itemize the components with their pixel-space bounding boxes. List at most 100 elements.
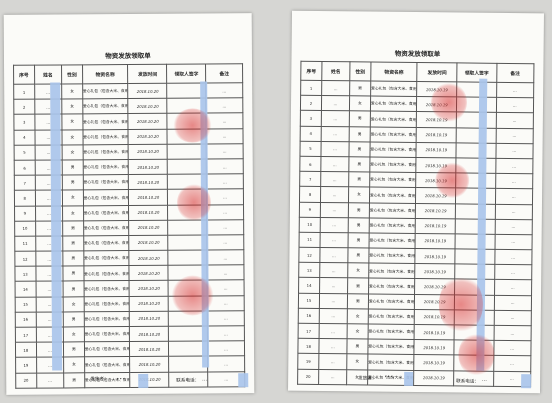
redaction-bar <box>404 371 414 386</box>
phone-number: … <box>482 376 488 383</box>
item-cell: 爱心礼包（包含大米、食用油、面粉） <box>83 311 130 327</box>
item-cell: 爱心礼包（包含大米、食用油、面粉） <box>369 172 417 188</box>
item-cell: 爱心礼包（包含大米、食用油、面粉） <box>368 293 416 310</box>
remark-cell: … <box>496 82 534 98</box>
gender-cell: 男 <box>347 293 369 309</box>
serial-cell: 13 <box>14 266 36 282</box>
remark-cell: … <box>207 325 245 342</box>
date-cell: 2018.10.20 <box>128 128 168 145</box>
header-signature: 领取人签字 <box>456 62 497 83</box>
signature-cell <box>455 203 496 220</box>
item-cell: 爱心礼包（包含大米、食用油、面粉） <box>370 126 417 143</box>
gender-cell: 女 <box>62 129 83 145</box>
item-cell: 爱心礼包（包含大米、食用油、面粉） <box>82 83 129 100</box>
item-cell: 爱心礼包（包含大米、食用油、面粉） <box>82 98 129 115</box>
serial-cell: 6 <box>299 156 321 172</box>
item-cell: 爱心礼包（包含大米、食用油、面粉） <box>368 232 416 249</box>
issuer-label: 发放者： <box>90 377 109 383</box>
remark-cell: … <box>206 143 244 159</box>
red-fingerprint-mark <box>176 183 212 222</box>
remark-cell: … <box>493 310 532 326</box>
name-cell: … <box>320 171 349 188</box>
name-cell: … <box>36 372 64 388</box>
item-cell: 爱心礼包（包含大米、食用油、面粉） <box>369 141 417 158</box>
gender-cell: 女 <box>63 326 85 343</box>
gender-cell: 男 <box>62 220 84 236</box>
serial-cell: 3 <box>13 114 35 130</box>
name-cell: … <box>318 369 347 385</box>
gender-cell: 女 <box>62 205 84 221</box>
name-cell: … <box>319 323 348 339</box>
name-cell: … <box>319 247 348 264</box>
table-row: 16 … 男 爱心礼包（包含大米、食用油、面粉） 2018.10.20 … <box>15 310 245 328</box>
header-date: 发放时间 <box>417 62 458 82</box>
remark-cell: … <box>495 173 533 190</box>
serial-cell: 17 <box>15 327 37 343</box>
remark-cell: … <box>493 340 532 357</box>
serial-cell: 20 <box>15 372 37 389</box>
item-cell: 爱心礼包（包含大米、食用油、面粉） <box>370 81 418 97</box>
item-cell: 爱心礼包（包含大米、食用油、面粉） <box>367 339 415 355</box>
table-row: 11 … 男 爱心礼包（包含大米、食用油、面粉） 2018.10.20 … <box>14 234 244 252</box>
gender-cell: 男 <box>348 202 370 218</box>
name-cell: … <box>320 201 349 218</box>
phone-label: 联系电话： <box>176 378 200 384</box>
serial-cell: 20 <box>297 368 319 385</box>
name-cell: … <box>320 156 349 172</box>
name-cell: … <box>321 126 350 142</box>
table-header-row: 序号 姓名 性别 物资名称 发放时间 领取人签字 备注 <box>300 61 534 83</box>
gender-cell: 男 <box>347 247 369 264</box>
table-row: 13 … 男 爱心礼包（包含大米、食用油、面粉） 2018.10.20 … <box>14 264 245 282</box>
redaction-bar <box>521 374 532 389</box>
remark-cell: … <box>494 219 533 235</box>
serial-cell: 2 <box>13 99 35 115</box>
gender-cell: 女 <box>61 99 83 115</box>
serial-cell: 5 <box>14 144 35 161</box>
date-cell: 2018.10.20 <box>128 143 168 160</box>
date-cell: 2018.10.20 <box>128 189 168 206</box>
table-row: 20 … 女 爱心礼包（包含大米、食用油、面粉） 2018.10.19 … <box>297 368 531 387</box>
gender-cell: 女 <box>61 114 83 130</box>
name-cell: … <box>321 110 350 127</box>
signature-cell <box>456 127 496 144</box>
header-item: 物资名称 <box>370 62 418 82</box>
remark-cell: … <box>495 127 534 144</box>
serial-cell: 14 <box>15 281 36 297</box>
date-cell: 2018.10.20 <box>129 311 169 327</box>
gender-cell: 女 <box>346 354 368 370</box>
item-cell: 爱心礼包（包含大米、食用油、面粉） <box>82 113 129 130</box>
gender-cell: 男 <box>62 250 84 267</box>
serial-cell: 8 <box>14 190 36 206</box>
name-cell: … <box>319 293 348 309</box>
redaction-bar <box>138 373 149 388</box>
name-cell: … <box>319 262 348 279</box>
roster-table: 序号 姓名 性别 物资名称 发放时间 领取人签字 备注 1 … 男 爱心礼包（包… <box>297 61 534 387</box>
date-cell: 2018.10.20 <box>129 341 169 357</box>
table-row: 10 … 男 爱心礼包（包含大米、食用油、面粉） 2018.10.20 … <box>14 219 244 237</box>
remark-cell: … <box>207 264 245 281</box>
remark-cell: … <box>206 158 244 175</box>
issuer-signature: … <box>116 372 126 383</box>
item-cell: 爱心礼包（包含大米、食用油、面粉） <box>82 159 129 175</box>
item-cell: 爱心礼包（包含大米、食用油、面粉） <box>369 217 416 234</box>
gender-cell: 男 <box>62 159 83 176</box>
gender-cell: 男 <box>349 80 371 97</box>
date-cell: 2018.10.20 <box>129 235 169 251</box>
item-cell: 爱心礼包（包含大米、食用油、面粉） <box>83 280 130 297</box>
serial-cell: 19 <box>297 353 319 370</box>
gender-cell: 女 <box>61 83 83 100</box>
item-cell: 爱心礼包（包含大米、食用油、面粉） <box>84 326 130 343</box>
gender-cell: 女 <box>63 357 85 373</box>
remark-cell: … <box>493 355 531 372</box>
red-fingerprint-mark <box>430 82 468 123</box>
header-serial: 序号 <box>13 65 35 85</box>
item-cell: 爱心礼包（包含大米、食用油、面粉） <box>83 220 130 236</box>
serial-cell: 7 <box>299 171 321 187</box>
sheet-left: 物资发放领取单 序号 姓名 性别 物资名称 发放时间 领取人签字 备注 1 … … <box>3 13 255 395</box>
gender-cell: 男 <box>348 171 370 188</box>
date-cell: 2018.10.20 <box>129 219 169 236</box>
gender-cell: 女 <box>347 263 369 279</box>
item-cell: 爱心礼包（包含大米、食用油、面粉） <box>367 354 415 371</box>
roster-table: 序号 姓名 性别 物资名称 发放时间 领取人签字 备注 1 … 女 爱心礼包（包… <box>13 63 245 389</box>
